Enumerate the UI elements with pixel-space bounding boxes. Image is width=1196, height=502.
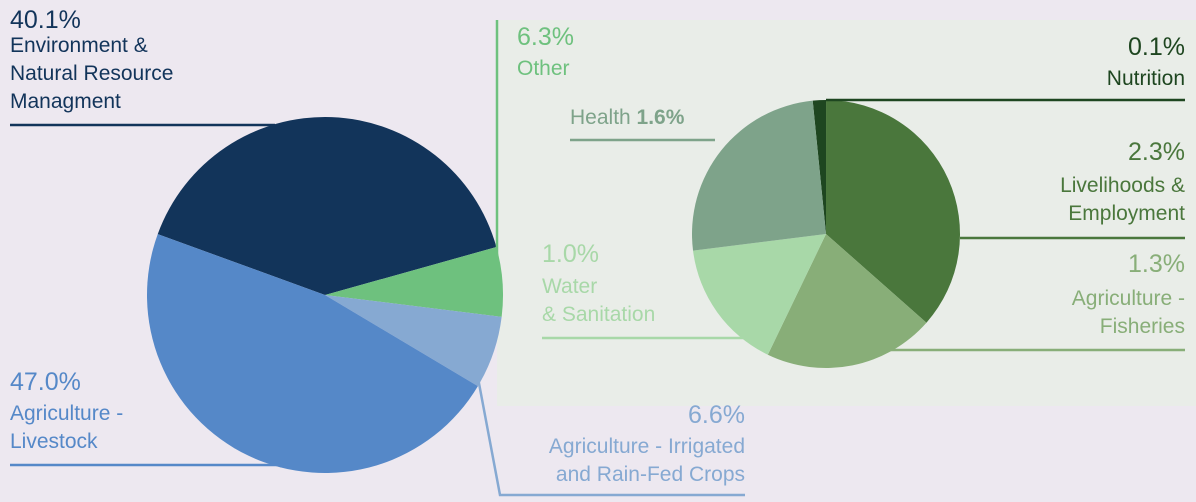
category-label: Health xyxy=(570,106,637,129)
pie-slice xyxy=(325,247,503,317)
slice-label: Health 1.6% xyxy=(570,106,685,129)
category-label-line: and Rain-Fed Crops xyxy=(556,463,745,486)
category-label: Other xyxy=(517,57,570,80)
category-label-line: Managment xyxy=(10,90,121,113)
category-label-line: Natural Resource xyxy=(10,62,173,85)
category-label-line: Employment xyxy=(1068,202,1185,225)
pie-slice xyxy=(691,100,826,251)
pie-slice xyxy=(693,234,826,355)
category-label-line: Water xyxy=(542,275,597,298)
category-label-line: Agriculture - xyxy=(10,402,123,425)
value-label: 1.3% xyxy=(1128,250,1185,278)
pie-slice xyxy=(826,100,960,323)
category-label: Agriculture - Fisheries xyxy=(1072,287,1185,338)
category-label-line: Nutrition xyxy=(1107,67,1185,90)
pie-slice xyxy=(325,295,502,387)
value-label: 1.6% xyxy=(637,106,685,129)
pie-slice xyxy=(157,116,497,296)
value-label: 6.6% xyxy=(688,401,745,429)
pie-slice xyxy=(767,234,927,368)
pie-slice xyxy=(147,234,478,473)
category-label: Water & Sanitation xyxy=(542,275,655,326)
pie-slice xyxy=(812,100,827,234)
value-label: 6.3% xyxy=(517,23,574,51)
category-label: Environment & Natural Resource Managment xyxy=(10,34,173,113)
value-label: 2.3% xyxy=(1128,138,1185,166)
category-label-line: Agriculture - xyxy=(1072,287,1185,310)
value-label: 1.0% xyxy=(542,240,599,268)
category-label: Livelihoods & Employment xyxy=(1060,174,1185,225)
category-label-line: Fisheries xyxy=(1100,315,1185,338)
category-label-line: & Sanitation xyxy=(542,303,655,326)
value-label: 0.1% xyxy=(1128,33,1185,61)
category-label: Agriculture - Livestock xyxy=(10,402,123,453)
category-label-line: Other xyxy=(517,57,570,80)
category-label: Nutrition xyxy=(1107,67,1185,90)
leader-line xyxy=(476,377,745,497)
category-label-line: Livestock xyxy=(10,430,98,453)
category-label-line: Agriculture - Irrigated xyxy=(549,435,745,458)
category-label-line: Environment & xyxy=(10,34,148,57)
category-label-line: Livelihoods & xyxy=(1060,174,1185,197)
value-label: 40.1% xyxy=(10,6,81,34)
category-label: Agriculture - Irrigated and Rain-Fed Crop… xyxy=(549,435,745,486)
value-label: 47.0% xyxy=(10,368,81,396)
